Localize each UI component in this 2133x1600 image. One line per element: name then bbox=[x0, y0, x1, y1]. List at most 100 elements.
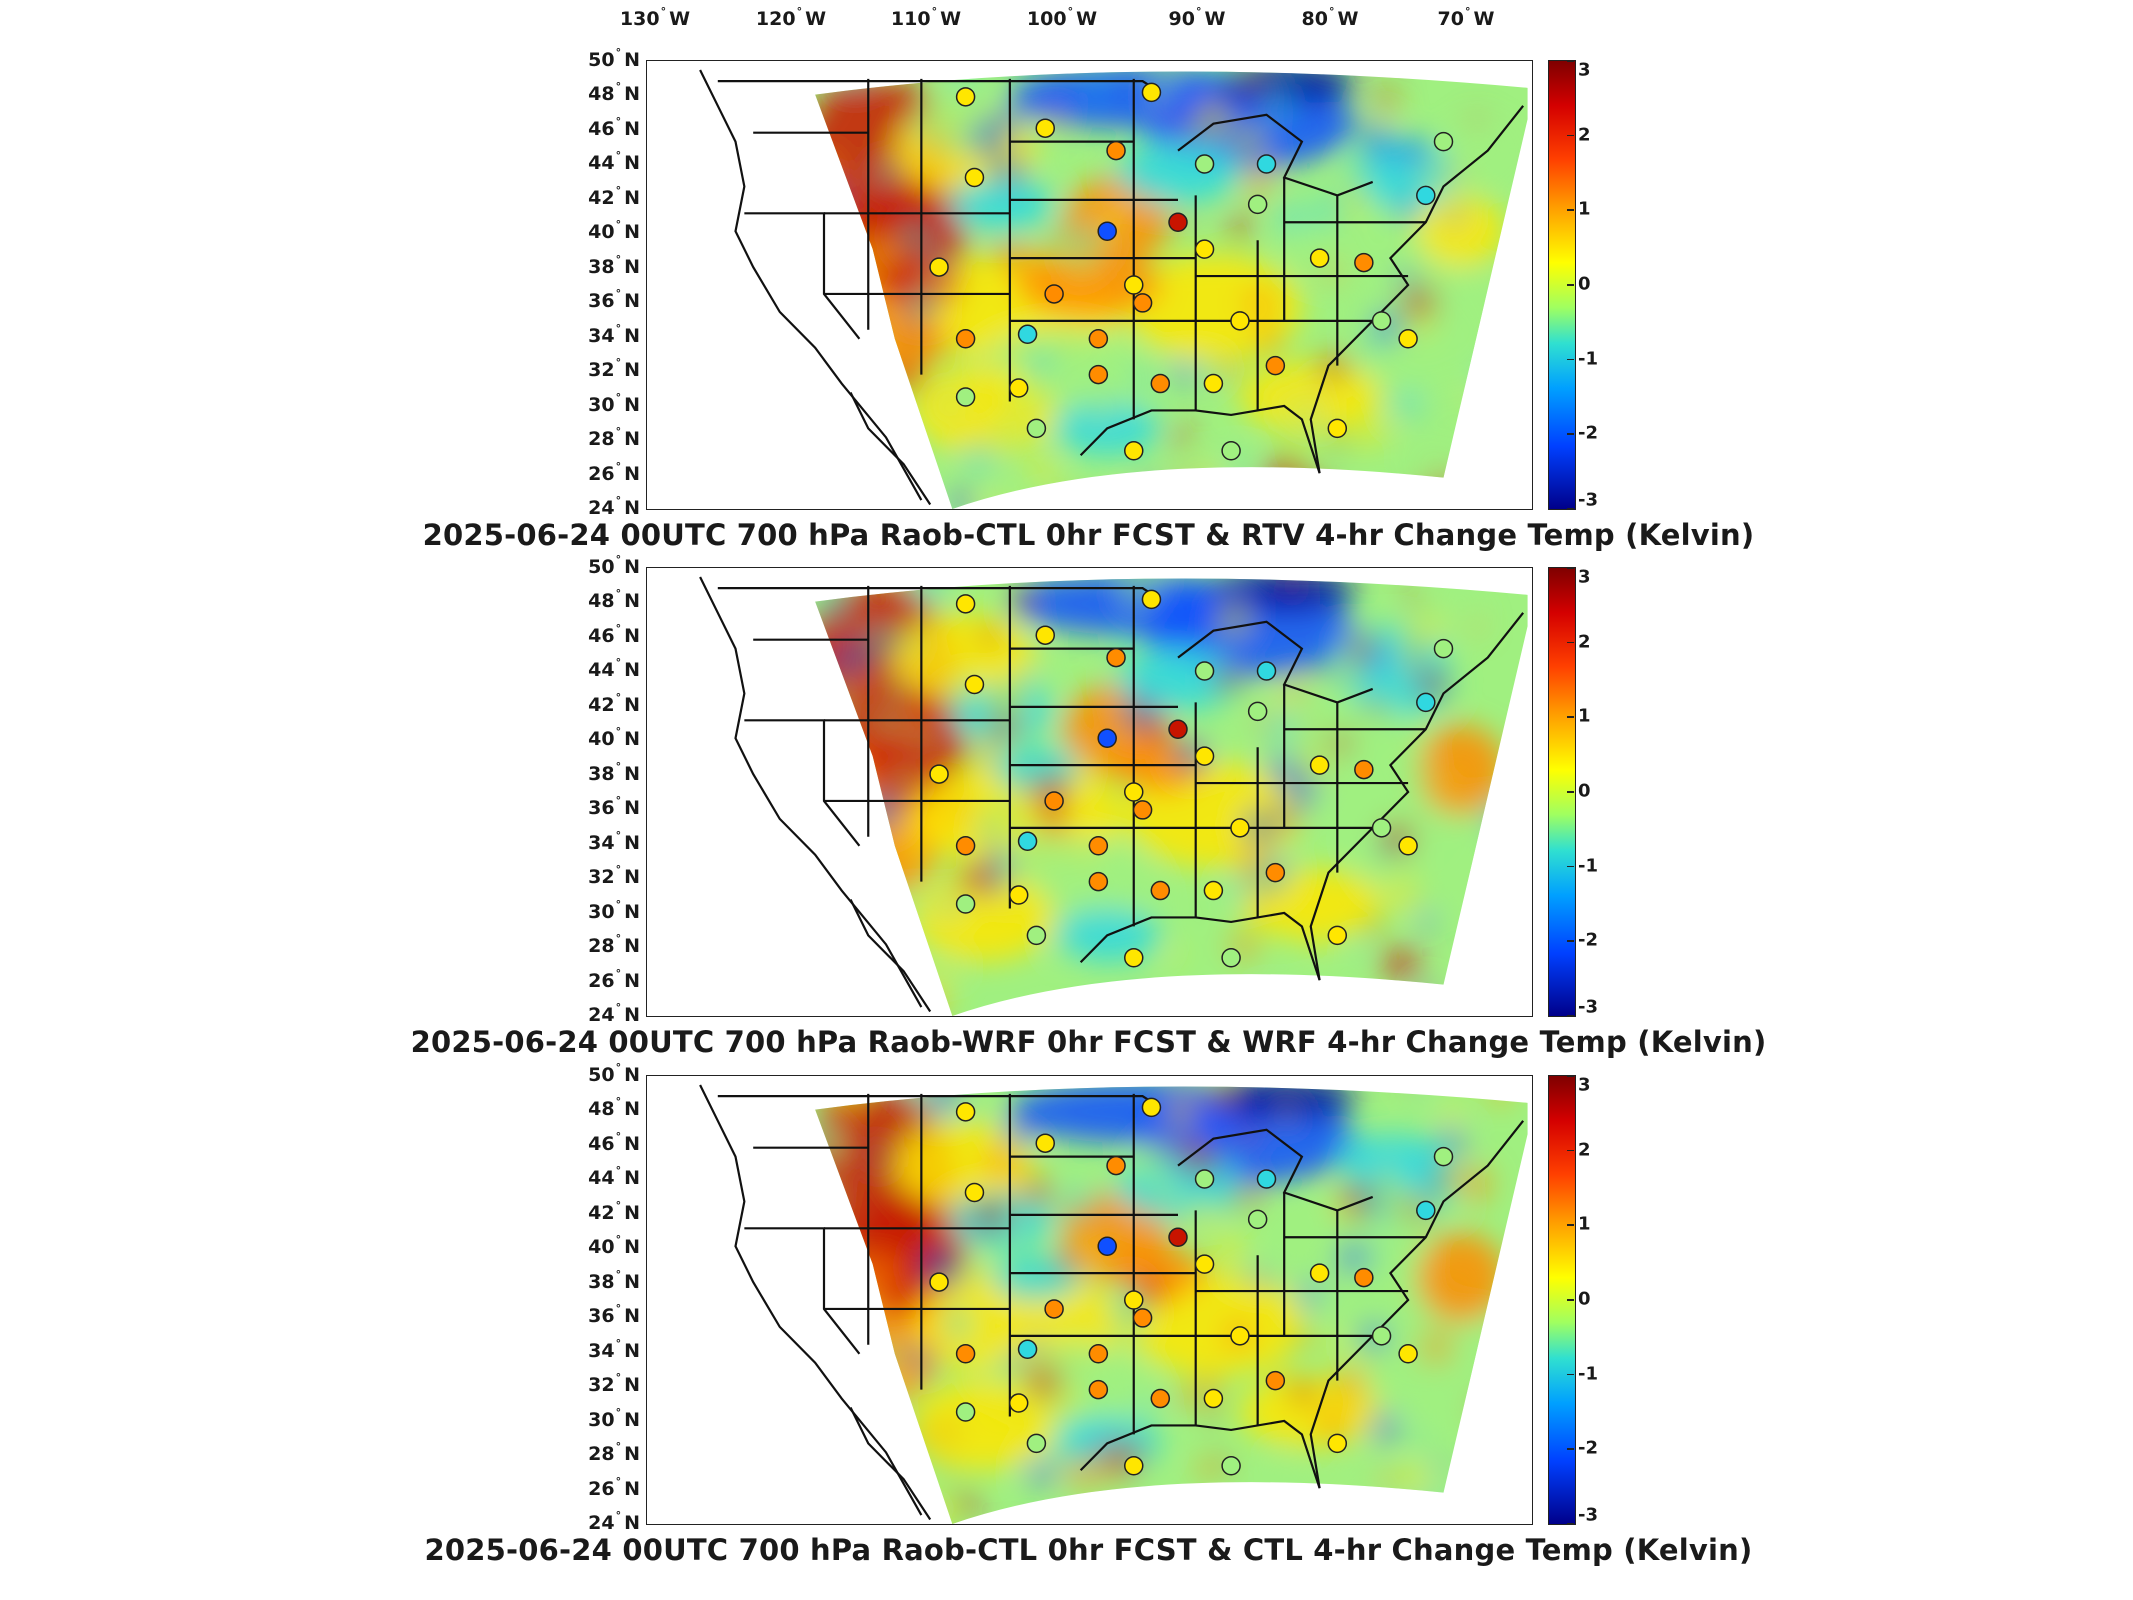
raob-station-marker bbox=[1008, 378, 1029, 398]
panel-title: 2025-06-24 00UTC 700 hPa Raob-CTL 0hr FC… bbox=[424, 1533, 1753, 1567]
raob-station-marker bbox=[1230, 1326, 1250, 1346]
raob-station-marker bbox=[1265, 1370, 1286, 1391]
raob-station-marker bbox=[1354, 1267, 1374, 1288]
longitude-label: 130° W bbox=[619, 5, 691, 30]
latitude-label: 44° N bbox=[588, 1164, 640, 1190]
latitude-label: 30° N bbox=[588, 1405, 640, 1431]
colorbar-tick-mark bbox=[1567, 1075, 1574, 1077]
raob-station-marker bbox=[1088, 871, 1109, 892]
map-panel bbox=[646, 1075, 1533, 1525]
colorbar-tick-mark bbox=[1567, 209, 1574, 211]
colorbar-tick-label: 2 bbox=[1578, 1139, 1591, 1161]
colorbar-tick-label: 1 bbox=[1578, 705, 1591, 727]
colorbar-tick-label: -3 bbox=[1578, 1504, 1598, 1526]
colorbar-tick-mark bbox=[1567, 940, 1574, 942]
raob-station-marker bbox=[1008, 885, 1029, 905]
latitude-label: 36° N bbox=[588, 1302, 640, 1328]
map-panel bbox=[646, 567, 1533, 1017]
colorbar-tick-mark bbox=[1567, 865, 1574, 868]
raob-station-marker bbox=[1265, 355, 1286, 376]
raob-station-marker bbox=[1124, 1290, 1144, 1310]
colorbar-tick-mark bbox=[1567, 508, 1574, 510]
latitude-label: 26° N bbox=[588, 1474, 640, 1500]
raob-station-marker bbox=[1150, 1388, 1171, 1409]
raob-station-marker bbox=[1327, 925, 1348, 946]
raob-station-marker bbox=[1194, 154, 1215, 174]
raob-station-marker bbox=[1035, 118, 1055, 138]
latitude-label: 34° N bbox=[588, 321, 640, 347]
state-boundaries bbox=[699, 69, 1525, 506]
latitude-label: 24° N bbox=[588, 1509, 640, 1534]
panel-title: 2025-06-24 00UTC 700 hPa Raob-WRF 0hr FC… bbox=[410, 1025, 1767, 1059]
colorbar-tick-label: -2 bbox=[1578, 929, 1598, 951]
raob-station-marker bbox=[1309, 248, 1330, 268]
colorbar-tick-mark bbox=[1567, 1448, 1574, 1450]
raob-station-marker bbox=[1044, 284, 1064, 304]
latitude-label: 34° N bbox=[588, 828, 640, 854]
latitude-label: 46° N bbox=[588, 1129, 640, 1155]
raob-station-marker bbox=[1106, 140, 1126, 161]
latitude-label: 38° N bbox=[588, 759, 640, 785]
colorbar-tick-mark bbox=[1567, 60, 1574, 62]
raob-station-marker bbox=[1398, 329, 1418, 349]
raob-station-marker bbox=[929, 764, 949, 784]
colorbar-tick-label: -3 bbox=[1578, 489, 1598, 511]
raob-station-marker bbox=[1354, 252, 1374, 273]
map-canvas bbox=[699, 69, 1528, 509]
raob-station-marker bbox=[929, 1272, 949, 1292]
raob-station-marker bbox=[1088, 364, 1109, 385]
latitude-label: 50° N bbox=[588, 46, 640, 71]
raob-station-marker bbox=[1044, 791, 1064, 811]
temperature-change-field bbox=[815, 71, 1528, 509]
raob-station-marker bbox=[1026, 925, 1047, 946]
raob-station-marker bbox=[955, 594, 976, 614]
raob-station-marker bbox=[1088, 836, 1109, 856]
raob-station-marker bbox=[1354, 759, 1374, 780]
raob-stations bbox=[929, 82, 1454, 461]
latitude-label: 40° N bbox=[588, 1233, 640, 1259]
raob-station-marker bbox=[1124, 782, 1144, 802]
raob-station-marker bbox=[1309, 1263, 1330, 1283]
raob-station-marker bbox=[964, 1182, 985, 1203]
raob-station-marker bbox=[955, 1102, 976, 1122]
raob-station-marker bbox=[1097, 728, 1117, 748]
raob-station-marker bbox=[1097, 1236, 1117, 1256]
latitude-label: 28° N bbox=[588, 932, 640, 958]
colorbar-tick-mark bbox=[1567, 1523, 1574, 1525]
raob-station-marker bbox=[1194, 1254, 1215, 1274]
raob-station-marker bbox=[1026, 418, 1047, 439]
raob-station-marker bbox=[1194, 1169, 1215, 1189]
raob-station-marker bbox=[1035, 1133, 1055, 1153]
colorbar-tick-label: 3 bbox=[1578, 1074, 1591, 1096]
colorbar-tick-mark bbox=[1567, 358, 1574, 361]
raob-station-marker bbox=[955, 894, 976, 914]
raob-station-marker bbox=[1141, 589, 1162, 610]
raob-station-marker bbox=[1168, 212, 1188, 233]
latitude-label: 42° N bbox=[588, 1198, 640, 1224]
latitude-label: 46° N bbox=[588, 621, 640, 647]
colorbar-tick-label: 1 bbox=[1578, 1213, 1591, 1235]
raob-station-marker bbox=[1371, 311, 1392, 331]
raob-station-marker bbox=[1124, 1456, 1144, 1476]
colorbar-tick-mark bbox=[1567, 1373, 1574, 1376]
raob-station-marker bbox=[1132, 1308, 1153, 1328]
raob-station-marker bbox=[1265, 862, 1286, 883]
map-canvas bbox=[699, 576, 1528, 1016]
raob-station-marker bbox=[955, 1344, 976, 1364]
map-canvas bbox=[699, 1084, 1528, 1524]
raob-station-marker bbox=[1416, 185, 1436, 206]
longitude-label: 100° W bbox=[1026, 5, 1098, 30]
colorbar-tick-label: 2 bbox=[1578, 631, 1591, 653]
raob-station-marker bbox=[1433, 1146, 1454, 1167]
colorbar-tick-mark bbox=[1567, 716, 1574, 718]
raob-station-marker bbox=[955, 1402, 976, 1422]
raob-station-marker bbox=[1017, 324, 1038, 345]
raob-station-marker bbox=[1203, 1388, 1224, 1409]
latitude-label: 44° N bbox=[588, 149, 640, 175]
latitude-label: 32° N bbox=[588, 356, 640, 382]
colorbar-tick-mark bbox=[1567, 1299, 1574, 1301]
latitude-label: 38° N bbox=[588, 1267, 640, 1293]
raob-station-marker bbox=[1194, 661, 1215, 681]
colorbar-tick-label: 0 bbox=[1578, 1288, 1591, 1310]
latitude-label: 48° N bbox=[588, 80, 640, 106]
